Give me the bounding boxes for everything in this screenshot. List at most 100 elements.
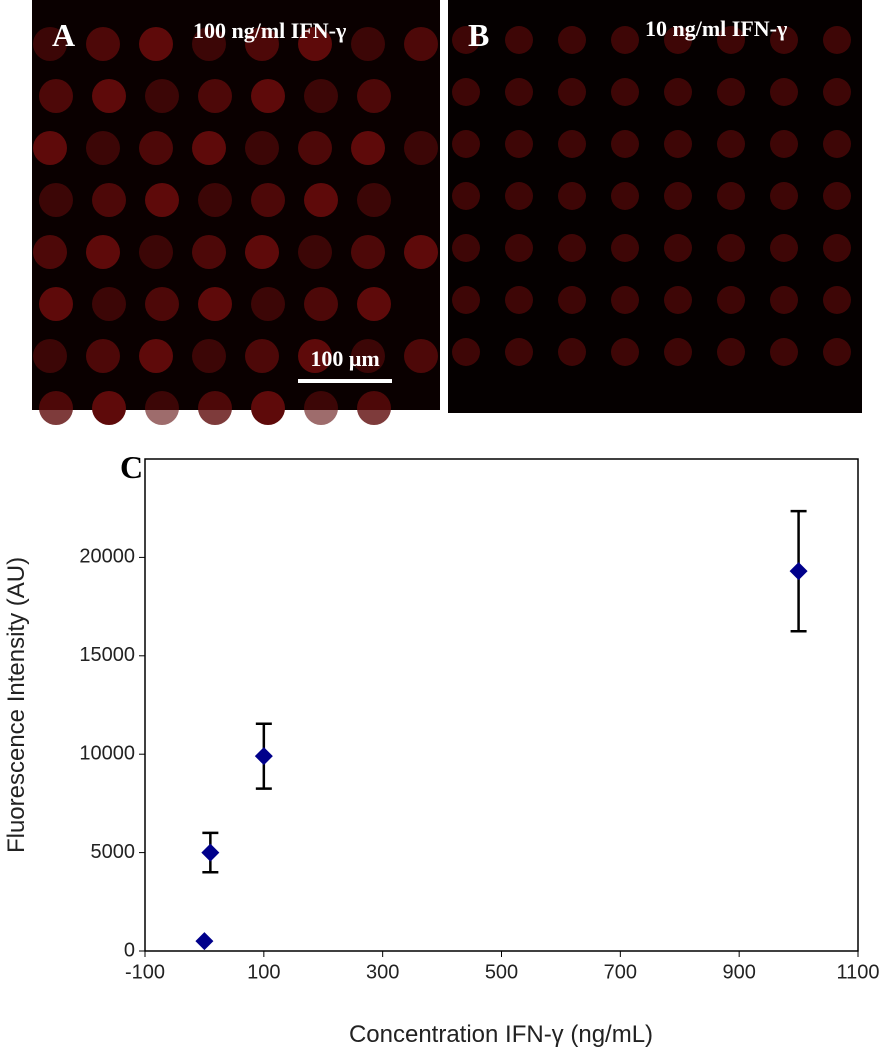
micro-dot <box>717 26 745 54</box>
micro-dot <box>198 391 232 425</box>
micro-dot <box>505 234 533 262</box>
micro-dot <box>304 183 338 217</box>
micro-dot <box>33 131 67 165</box>
micro-dot <box>404 235 438 269</box>
micro-dot <box>145 79 179 113</box>
micro-dot <box>611 26 639 54</box>
micro-dot <box>33 235 67 269</box>
micro-dot <box>86 235 120 269</box>
micro-dot <box>452 286 480 314</box>
micro-dot <box>823 338 851 366</box>
micro-dot <box>770 286 798 314</box>
plot-frame <box>144 458 859 952</box>
point <box>254 747 273 766</box>
x-tick-label: 700 <box>604 961 637 983</box>
micro-dot <box>139 339 173 373</box>
scale-bar-label: 100 μm <box>310 346 379 371</box>
micro-dot <box>505 130 533 158</box>
x-axis-title: Concentration IFN-γ (ng/mL) <box>349 1021 653 1048</box>
micro-dot <box>664 338 692 366</box>
micro-dot <box>505 26 533 54</box>
micro-dot <box>251 391 285 425</box>
micro-dot <box>245 27 279 61</box>
micro-dot <box>823 78 851 106</box>
micro-dot <box>611 130 639 158</box>
micro-dot <box>39 183 73 217</box>
y-tick-label: 5000 <box>91 841 136 863</box>
micro-dot <box>145 183 179 217</box>
micro-dot <box>245 339 279 373</box>
micro-dot <box>558 338 586 366</box>
y-tick-label: 0 <box>124 939 135 961</box>
micro-dot <box>770 234 798 262</box>
micro-dot <box>357 79 391 113</box>
x-tick-label: 1100 <box>836 961 879 983</box>
point <box>195 932 214 951</box>
micro-dot <box>452 234 480 262</box>
micro-dot <box>505 286 533 314</box>
micro-dot <box>558 130 586 158</box>
micro-dot <box>717 130 745 158</box>
micro-dot <box>404 339 438 373</box>
micro-dot <box>611 78 639 106</box>
micro-dot <box>770 182 798 210</box>
y-tick-label: 15000 <box>79 644 135 666</box>
micro-dot <box>611 182 639 210</box>
panel-title: 10 ng/ml IFN-γ <box>645 16 787 41</box>
micro-dot <box>823 182 851 210</box>
y-axis-title: Fluorescence Intensity (AU) <box>3 557 30 853</box>
micro-dot <box>823 286 851 314</box>
micro-dot <box>192 339 226 373</box>
micro-dot <box>39 391 73 425</box>
y-tick-label: 10000 <box>79 742 135 764</box>
x-tick-label: 500 <box>485 961 518 983</box>
micro-dot <box>92 79 126 113</box>
micro-dot <box>33 339 67 373</box>
panel-label: B <box>468 17 489 53</box>
micro-dot <box>245 235 279 269</box>
micro-dot <box>86 339 120 373</box>
micro-dot <box>298 235 332 269</box>
micro-dot <box>404 27 438 61</box>
micro-dot <box>823 26 851 54</box>
micro-dot <box>770 78 798 106</box>
x-tick-label: -100 <box>125 961 165 983</box>
x-tick-label: 100 <box>247 961 280 983</box>
panel-label: C <box>120 449 143 485</box>
micro-dot <box>770 26 798 54</box>
micro-dot <box>717 182 745 210</box>
y-tick-label: 20000 <box>79 546 135 568</box>
micro-dot <box>717 234 745 262</box>
micro-dot <box>664 234 692 262</box>
micro-dot <box>39 79 73 113</box>
micro-dot <box>770 338 798 366</box>
micro-dot <box>192 27 226 61</box>
micro-dot <box>139 235 173 269</box>
micro-dot <box>298 27 332 61</box>
micro-dot <box>664 130 692 158</box>
micro-dot <box>611 234 639 262</box>
micro-dot <box>611 338 639 366</box>
micro-dot <box>823 130 851 158</box>
micro-dot <box>452 130 480 158</box>
micro-dot <box>145 391 179 425</box>
micro-dot <box>717 286 745 314</box>
micro-dot <box>717 78 745 106</box>
micro-dot <box>39 287 73 321</box>
point <box>789 562 808 581</box>
micro-dot <box>664 286 692 314</box>
micro-dot <box>92 287 126 321</box>
micro-dot <box>139 27 173 61</box>
micro-dot <box>198 183 232 217</box>
micro-dot <box>823 234 851 262</box>
micro-dot <box>351 27 385 61</box>
micro-dot <box>717 338 745 366</box>
micro-dot <box>357 183 391 217</box>
micro-dot <box>139 131 173 165</box>
micro-dot <box>351 131 385 165</box>
micro-dot <box>452 26 480 54</box>
micro-dot <box>357 391 391 425</box>
panel-label: A <box>52 17 75 53</box>
micro-dot <box>298 339 332 373</box>
micro-dot <box>505 78 533 106</box>
